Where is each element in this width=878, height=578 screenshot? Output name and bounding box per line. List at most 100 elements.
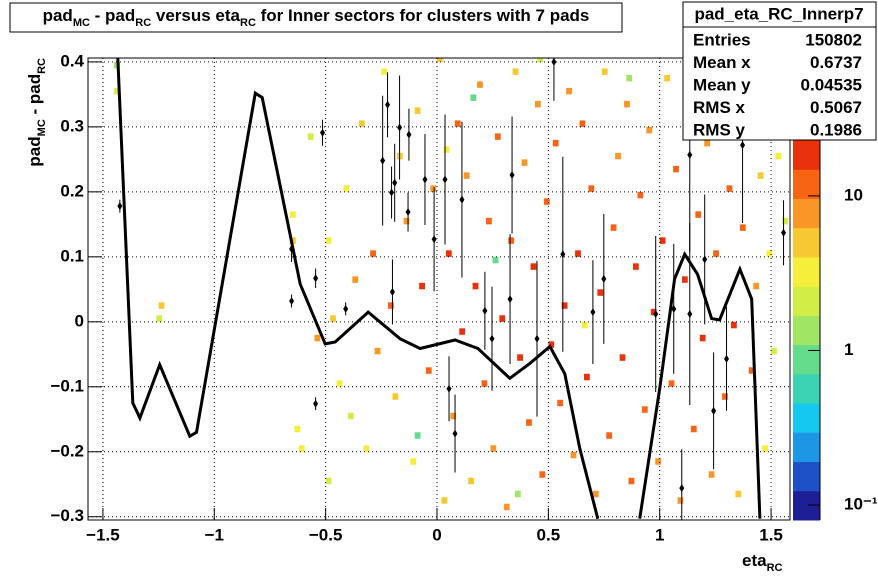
- palette-band: [793, 490, 820, 521]
- palette-band: [793, 140, 820, 170]
- palette-band: [793, 403, 820, 433]
- marker: [702, 255, 708, 264]
- palette-band: [793, 432, 820, 463]
- marker: [446, 384, 452, 393]
- marker: [289, 245, 295, 254]
- marker: [711, 406, 717, 415]
- profile-point: [389, 259, 395, 325]
- cell: [601, 68, 608, 75]
- cell: [470, 94, 477, 101]
- cell: [681, 276, 688, 283]
- cell: [392, 393, 399, 400]
- profile-point: [397, 75, 403, 180]
- cell: [490, 445, 497, 452]
- cell: [336, 380, 343, 387]
- cell: [454, 120, 461, 127]
- profile-point: [534, 260, 540, 417]
- profile-point: [313, 397, 319, 411]
- stats-title: pad_eta_RC_Innerp7: [694, 4, 863, 23]
- cell: [597, 289, 604, 296]
- cell: [557, 399, 564, 407]
- y-tick-label: 0.3: [60, 116, 84, 135]
- cell: [561, 302, 568, 309]
- cell: [414, 432, 421, 439]
- cell: [690, 425, 697, 433]
- marker: [653, 310, 659, 319]
- profile-point: [687, 223, 693, 405]
- stats-value: 0.1986: [810, 120, 862, 139]
- marker: [392, 178, 398, 187]
- marker: [534, 334, 540, 343]
- marker: [431, 235, 437, 244]
- palette-band: [793, 198, 820, 229]
- text-part: eta: [742, 551, 767, 570]
- cell: [632, 263, 639, 270]
- y-tick-label: 0.2: [60, 181, 84, 200]
- cell: [677, 497, 684, 504]
- cell: [503, 503, 510, 511]
- y-tick-label: 0.1: [60, 246, 84, 265]
- cell: [436, 58, 443, 62]
- profile-point: [724, 306, 730, 411]
- marker: [459, 195, 465, 204]
- cell: [517, 354, 523, 361]
- cell: [753, 282, 760, 290]
- cell: [314, 334, 321, 342]
- marker: [405, 208, 411, 216]
- profile-point: [509, 116, 515, 234]
- cell: [543, 198, 550, 205]
- profile-point: [482, 271, 488, 350]
- profile-point: [380, 95, 386, 226]
- cell: [641, 406, 648, 413]
- marker: [313, 274, 319, 283]
- marker: [489, 334, 495, 343]
- cell: [646, 126, 653, 134]
- cell: [307, 133, 314, 140]
- cell: [521, 159, 528, 166]
- cell: [463, 172, 470, 179]
- chart-title: padMC - padRC versus etaRC for Inner sec…: [43, 6, 590, 28]
- profile-point: [560, 156, 566, 352]
- x-tick-label: −1.5: [86, 525, 120, 544]
- marker: [289, 297, 295, 306]
- cell: [514, 490, 521, 498]
- cell: [499, 315, 506, 322]
- cell: [566, 87, 572, 95]
- cell: [526, 419, 532, 426]
- x-tick-label: 0: [432, 525, 441, 544]
- cell: [699, 334, 706, 342]
- cell: [726, 185, 733, 192]
- cell: [468, 477, 474, 485]
- stats-box: [682, 1, 877, 141]
- marker: [740, 141, 746, 150]
- stats-label: RMS y: [693, 120, 746, 139]
- profile-point: [489, 286, 495, 391]
- cell: [626, 74, 633, 82]
- cell: [539, 471, 546, 478]
- x-tick-label: 1.5: [759, 525, 783, 544]
- marker: [590, 308, 596, 317]
- profile-point: [313, 268, 319, 289]
- profile-point: [289, 294, 295, 308]
- cell: [481, 380, 488, 387]
- palette-band: [793, 256, 820, 287]
- cell: [512, 68, 519, 75]
- profile-point: [590, 260, 596, 365]
- cell: [775, 152, 782, 160]
- text-part: - pad: [25, 74, 44, 119]
- text-part: pad: [43, 6, 73, 25]
- cell: [762, 445, 768, 452]
- cell: [757, 172, 764, 179]
- marker: [687, 150, 693, 159]
- text-part: - pad: [90, 6, 135, 25]
- x-tick-label: 1: [655, 525, 664, 544]
- profile-point: [405, 192, 411, 232]
- cell: [343, 185, 350, 192]
- palette-band: [793, 373, 820, 404]
- text-part: for Inner sectors for clusters with 7 pa…: [256, 6, 589, 25]
- marker: [406, 130, 412, 139]
- profile-point: [442, 114, 448, 245]
- cell: [290, 211, 296, 218]
- cell: [363, 445, 370, 452]
